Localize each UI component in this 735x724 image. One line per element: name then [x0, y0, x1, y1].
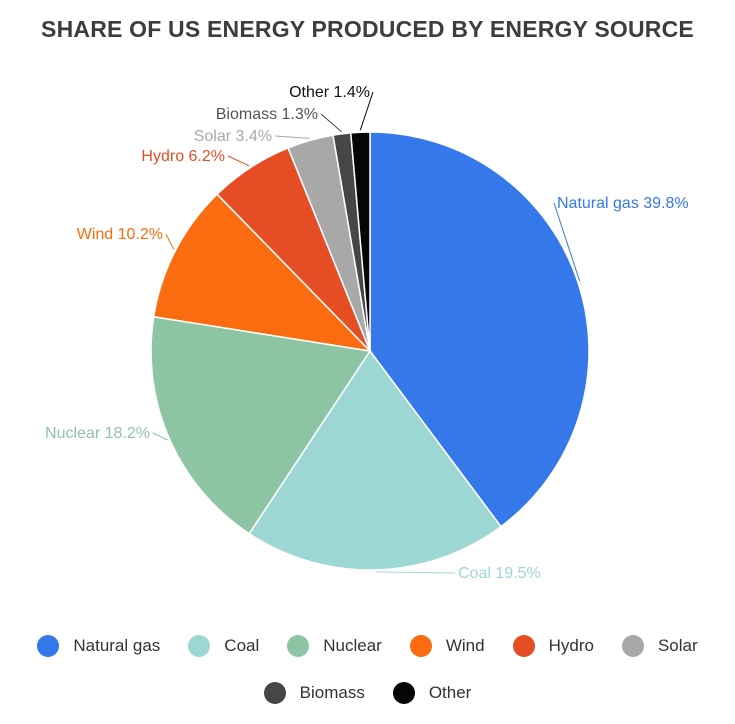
- data-label-solar: Solar 3.4%: [194, 128, 272, 145]
- data-label-other: Other 1.4%: [289, 84, 370, 101]
- leader-line-nuclear: [152, 432, 168, 441]
- legend-item-other[interactable]: Other: [392, 682, 472, 704]
- legend-item-nuclear[interactable]: Nuclear: [287, 635, 382, 657]
- pie-slice-wind[interactable]: [152, 193, 373, 353]
- legend-row-2: Biomass Other: [0, 682, 735, 704]
- legend-label-natural-gas: Natural gas: [73, 636, 161, 655]
- data-label-biomass: Biomass 1.3%: [216, 106, 318, 123]
- legend-item-natural-gas[interactable]: Natural gas: [37, 635, 160, 657]
- legend-item-solar[interactable]: Solar: [621, 635, 698, 657]
- legend-item-biomass[interactable]: Biomass: [263, 682, 365, 704]
- legend-swatch-hydro: [512, 635, 535, 657]
- pie-slice-other[interactable]: [349, 131, 371, 352]
- leader-line-natural-gas: [553, 202, 581, 282]
- legend-label-nuclear: Nuclear: [323, 636, 382, 655]
- data-label-nuclear: Nuclear 18.2%: [45, 425, 150, 442]
- data-label-natural-gas: Natural gas 39.8%: [557, 195, 689, 212]
- pie-slice-nuclear[interactable]: [150, 315, 372, 535]
- legend-item-hydro[interactable]: Hydro: [512, 635, 594, 657]
- leader-line-other: [359, 91, 374, 131]
- legend-swatch-natural-gas: [37, 635, 60, 657]
- legend-label-other: Other: [428, 683, 472, 702]
- data-label-hydro: Hydro 6.2%: [141, 148, 225, 165]
- legend-swatch-other: [392, 682, 415, 704]
- pie-slice-natural-gas[interactable]: [369, 131, 590, 528]
- legend-swatch-biomass: [263, 682, 286, 704]
- legend-swatch-coal: [188, 635, 211, 657]
- leader-line-coal: [376, 571, 456, 574]
- legend-swatch-wind: [409, 635, 432, 657]
- legend-label-wind: Wind: [445, 636, 485, 655]
- chart-title: SHARE OF US ENERGY PRODUCED BY ENERGY SO…: [41, 16, 694, 42]
- legend-label-hydro: Hydro: [548, 636, 594, 655]
- legend-swatch-nuclear: [287, 635, 310, 657]
- leader-line-biomass: [320, 113, 342, 133]
- legend-item-coal[interactable]: Coal: [188, 635, 259, 657]
- data-label-wind: Wind 10.2%: [77, 226, 163, 243]
- legend-label-biomass: Biomass: [299, 683, 365, 702]
- legend-label-solar: Solar: [657, 636, 698, 655]
- legend-row-1: Natural gas Coal Nuclear Wind Hydro Solar: [0, 635, 735, 657]
- leader-line-solar: [274, 135, 310, 139]
- legend-item-wind[interactable]: Wind: [409, 635, 485, 657]
- leader-line-hydro: [227, 155, 250, 167]
- legend-swatch-solar: [621, 635, 644, 657]
- legend-label-coal: Coal: [224, 636, 260, 655]
- data-label-coal: Coal 19.5%: [458, 565, 541, 582]
- pie-slice-coal[interactable]: [248, 349, 502, 571]
- leader-line-wind: [165, 233, 175, 250]
